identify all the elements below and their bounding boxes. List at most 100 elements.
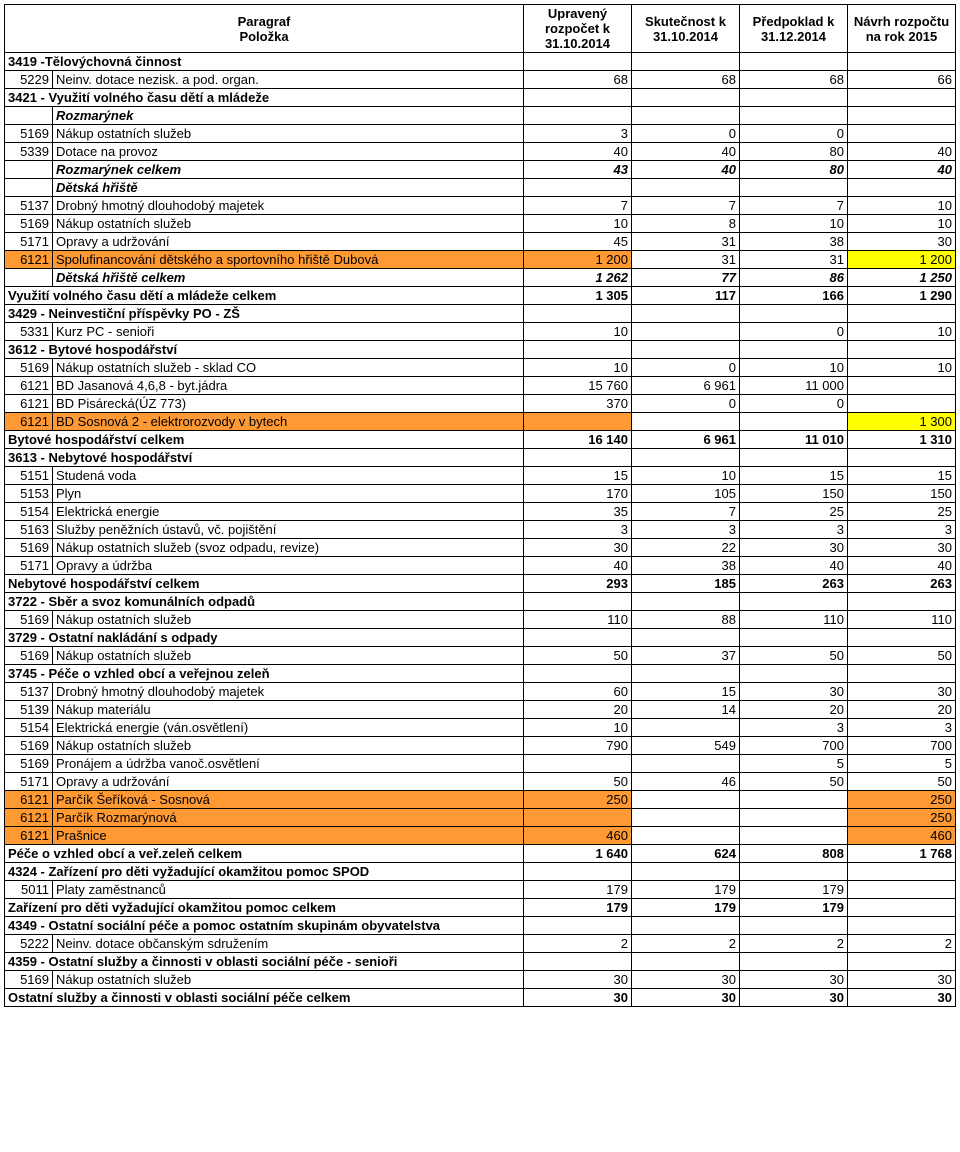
code-cell: 5222 bbox=[5, 935, 53, 953]
code-cell: 5171 bbox=[5, 233, 53, 251]
code-cell: 5169 bbox=[5, 737, 53, 755]
value-cell: 1 305 bbox=[524, 287, 632, 305]
cell bbox=[848, 179, 956, 197]
value-cell: 2 bbox=[740, 935, 848, 953]
section-label: 3722 - Sběr a svoz komunálních odpadů bbox=[5, 593, 524, 611]
value-cell: 15 760 bbox=[524, 377, 632, 395]
code-cell bbox=[5, 269, 53, 287]
code-cell: 5169 bbox=[5, 125, 53, 143]
cell bbox=[524, 341, 632, 359]
value-cell bbox=[848, 377, 956, 395]
value-cell: 30 bbox=[740, 989, 848, 1007]
value-cell bbox=[524, 809, 632, 827]
value-cell: 3 bbox=[524, 521, 632, 539]
value-cell: 10 bbox=[740, 359, 848, 377]
table-row: 3613 - Nebytové hospodářství bbox=[5, 449, 956, 467]
table-row: 5171Opravy a udržování45313830 bbox=[5, 233, 956, 251]
code-cell bbox=[5, 161, 53, 179]
value-cell: 179 bbox=[740, 881, 848, 899]
value-cell: 30 bbox=[740, 971, 848, 989]
cell bbox=[524, 449, 632, 467]
value-cell: 11 010 bbox=[740, 431, 848, 449]
cell bbox=[632, 953, 740, 971]
value-cell: 7 bbox=[524, 197, 632, 215]
value-cell bbox=[632, 413, 740, 431]
value-cell: 179 bbox=[632, 881, 740, 899]
value-cell bbox=[632, 827, 740, 845]
section-label: 4324 - Zařízení pro děti vyžadující okam… bbox=[5, 863, 524, 881]
value-cell: 2 bbox=[848, 935, 956, 953]
table-row: 5169Nákup ostatních služeb11088110110 bbox=[5, 611, 956, 629]
section-label: 3729 - Ostatní nakládání s odpady bbox=[5, 629, 524, 647]
value-cell: 1 200 bbox=[524, 251, 632, 269]
value-cell: 0 bbox=[632, 359, 740, 377]
value-cell bbox=[740, 809, 848, 827]
total-label: Zařízení pro děti vyžadující okamžitou p… bbox=[5, 899, 524, 917]
code-cell bbox=[5, 107, 53, 125]
value-cell bbox=[632, 755, 740, 773]
code-cell: 6121 bbox=[5, 251, 53, 269]
code-cell: 5171 bbox=[5, 557, 53, 575]
item-label: Drobný hmotný dlouhodobý majetek bbox=[53, 683, 524, 701]
cell bbox=[524, 665, 632, 683]
cell bbox=[632, 665, 740, 683]
value-cell: 15 bbox=[632, 683, 740, 701]
item-label: Parčík Rozmarýnová bbox=[53, 809, 524, 827]
table-row: 4359 - Ostatní služby a činnosti v oblas… bbox=[5, 953, 956, 971]
item-label: Neinv. dotace občanským sdružením bbox=[53, 935, 524, 953]
value-cell: 3 bbox=[740, 719, 848, 737]
table-row: 5169Nákup ostatních služeb (svoz odpadu,… bbox=[5, 539, 956, 557]
table-row: 5137Drobný hmotný dlouhodobý majetek7771… bbox=[5, 197, 956, 215]
item-label: Nákup ostatních služeb bbox=[53, 971, 524, 989]
item-label: Kurz PC - senioři bbox=[53, 323, 524, 341]
cell bbox=[524, 953, 632, 971]
code-cell: 6121 bbox=[5, 377, 53, 395]
table-row: 3429 - Neinvestiční příspěvky PO - ZŠ bbox=[5, 305, 956, 323]
code-cell: 5011 bbox=[5, 881, 53, 899]
value-cell: 7 bbox=[740, 197, 848, 215]
table-row: 5222Neinv. dotace občanským sdružením222… bbox=[5, 935, 956, 953]
code-cell bbox=[5, 179, 53, 197]
header-col3: Předpoklad k 31.12.2014 bbox=[740, 5, 848, 53]
cell bbox=[848, 341, 956, 359]
value-cell: 110 bbox=[524, 611, 632, 629]
header-col4: Návrh rozpočtu na rok 2015 bbox=[848, 5, 956, 53]
value-cell: 179 bbox=[524, 881, 632, 899]
item-label: Parčík Šeříková - Sosnová bbox=[53, 791, 524, 809]
code-cell: 5169 bbox=[5, 647, 53, 665]
cell bbox=[524, 593, 632, 611]
code-cell: 6121 bbox=[5, 809, 53, 827]
value-cell: 700 bbox=[740, 737, 848, 755]
value-cell: 0 bbox=[740, 323, 848, 341]
table-row: 3745 - Péče o vzhled obcí a veřejnou zel… bbox=[5, 665, 956, 683]
code-cell: 5154 bbox=[5, 719, 53, 737]
value-cell: 68 bbox=[740, 71, 848, 89]
value-cell: 179 bbox=[632, 899, 740, 917]
value-cell: 38 bbox=[632, 557, 740, 575]
table-row: 6121BD Sosnová 2 - elektrorozvody v byte… bbox=[5, 413, 956, 431]
value-cell: 11 000 bbox=[740, 377, 848, 395]
value-cell: 105 bbox=[632, 485, 740, 503]
value-cell: 10 bbox=[848, 323, 956, 341]
value-cell: 80 bbox=[740, 161, 848, 179]
value-cell: 0 bbox=[740, 395, 848, 413]
value-cell: 30 bbox=[740, 683, 848, 701]
value-cell: 293 bbox=[524, 575, 632, 593]
value-cell: 15 bbox=[848, 467, 956, 485]
value-cell bbox=[632, 323, 740, 341]
value-cell: 68 bbox=[632, 71, 740, 89]
cell bbox=[524, 305, 632, 323]
item-label: Spolufinancování dětského a sportovního … bbox=[53, 251, 524, 269]
table-row: Dětská hřiště celkem1 26277861 250 bbox=[5, 269, 956, 287]
item-label: Nákup ostatních služeb bbox=[53, 215, 524, 233]
code-cell: 5171 bbox=[5, 773, 53, 791]
header-col1: Upravený rozpočet k 31.10.2014 bbox=[524, 5, 632, 53]
cell bbox=[632, 89, 740, 107]
cell bbox=[740, 341, 848, 359]
value-cell: 30 bbox=[632, 971, 740, 989]
item-label: Plyn bbox=[53, 485, 524, 503]
value-cell: 10 bbox=[848, 197, 956, 215]
value-cell: 2 bbox=[524, 935, 632, 953]
cell bbox=[632, 107, 740, 125]
cell bbox=[524, 179, 632, 197]
